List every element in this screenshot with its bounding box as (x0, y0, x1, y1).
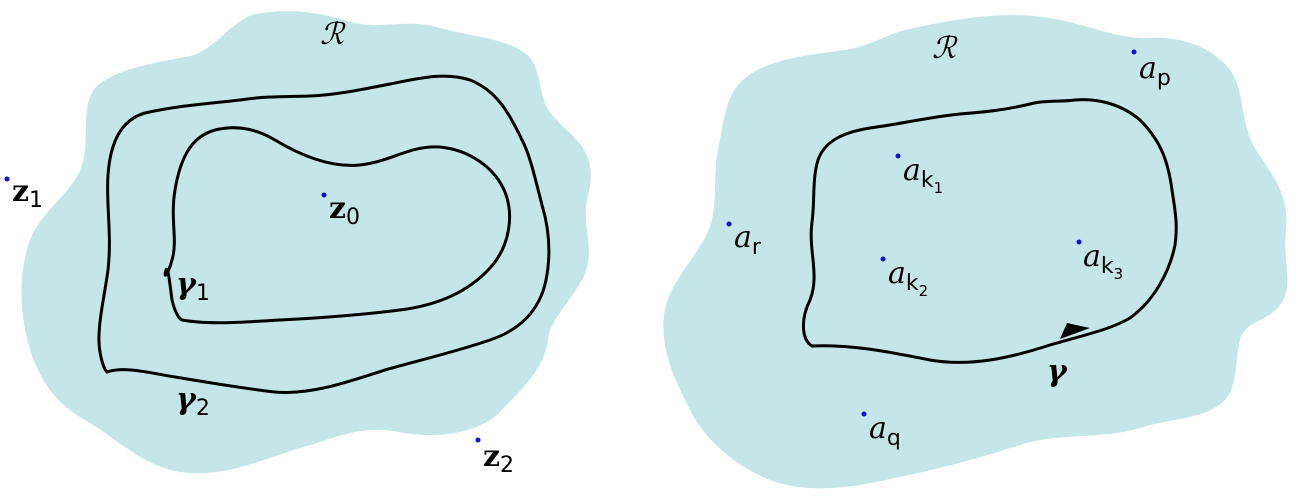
point-ak3-label: ak3 (1083, 239, 1123, 283)
left-region-label: ℛ (320, 17, 346, 52)
point-aq-label: aq (869, 411, 901, 451)
point-z2-dot (475, 437, 481, 443)
point-ak3-dot (1076, 239, 1082, 245)
right-region-label: ℛ (932, 31, 958, 66)
curve-gamma (802, 98, 1178, 364)
left-panel: ℛ z0 z1 z2 γ1 γ2 (4, 11, 591, 478)
curve-gamma-1-label: γ1 (176, 267, 210, 306)
point-aq-dot (861, 411, 867, 417)
point-ap-dot (1131, 49, 1137, 55)
point-ak2-label: ak2 (888, 256, 928, 300)
right-region-R (663, 15, 1288, 489)
curve-gamma-2 (97, 74, 551, 394)
left-region-R (21, 11, 591, 474)
point-z2-label: z2 (483, 439, 514, 478)
point-z0-dot (321, 192, 327, 198)
point-z1-label: z1 (12, 174, 43, 213)
point-z0-label: z0 (329, 191, 360, 230)
point-ak1-label: ak1 (903, 153, 943, 197)
point-ak2-dot (880, 256, 886, 262)
point-ap-label: ap (1139, 51, 1171, 91)
point-z1-dot (4, 176, 10, 182)
point-ak1-dot (895, 153, 901, 159)
point-ar-label: ar (734, 220, 762, 260)
right-panel: ℛ ap ak1 ar ak2 ak3 aq γ (663, 15, 1288, 489)
curve-gamma-arrowhead (1060, 323, 1090, 339)
curve-gamma-label: γ (1047, 354, 1068, 389)
curve-gamma-2-label: γ2 (176, 382, 210, 421)
point-ar-dot (726, 221, 732, 227)
curve-gamma-1 (163, 126, 512, 325)
